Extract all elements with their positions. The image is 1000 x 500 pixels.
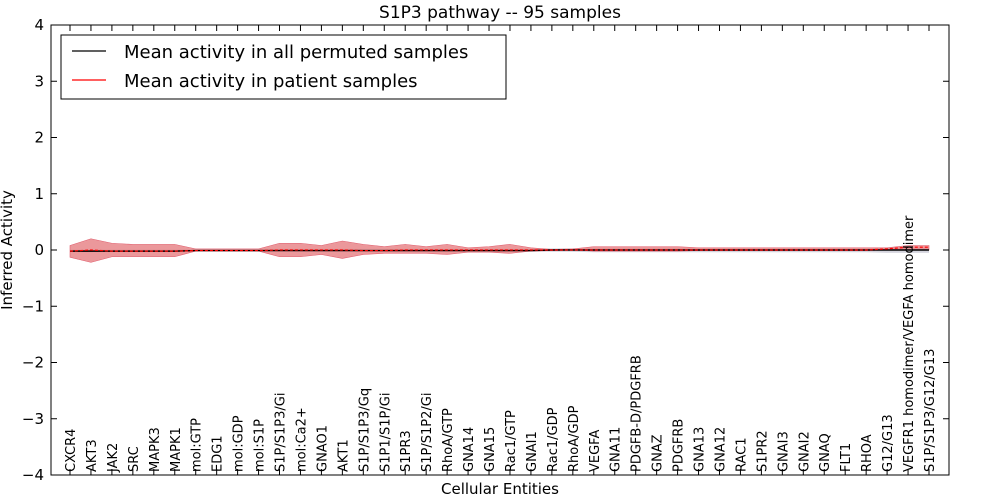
x-tick-label: FLT1 [839,443,854,472]
legend-box [60,34,507,100]
x-tick-label: S1P1/S1P/Gi [378,393,393,472]
x-tick-label: VEGFR1 homodimer/VEGFA homodimer [902,215,917,472]
y-tick-label: −3 [22,410,44,428]
x-tick-label: S1P/S1P2/Gi [420,393,435,472]
y-tick-label: 1 [34,185,44,203]
x-tick-label: PDGFRB [672,419,687,472]
x-tick-label: JAK2 [106,443,121,473]
y-tick-label: 2 [34,129,44,147]
x-tick-label: S1PR3 [399,430,414,472]
x-tick-label: AKT3 [85,439,100,472]
legend-label-patient: Mean activity in patient samples [124,71,418,92]
x-tick-label: S1PR2 [755,430,770,472]
x-tick-label: S1P/S1P3/Gi [274,393,289,472]
x-tick-label: mol:S1P [253,419,268,472]
x-tick-label: RhoA/GTP [441,408,456,472]
x-tick-label: MAPK3 [148,427,163,472]
x-tick-label: VEGFA [588,430,603,472]
x-tick-label: GNAI2 [797,431,812,472]
x-tick-label: RhoA/GDP [567,405,582,472]
plot-frame [50,24,950,476]
x-tick-label: G12/G13 [881,414,896,472]
x-axis-label: Cellular Entities [441,480,559,498]
x-tick-label: GNAI1 [525,431,540,472]
x-tick-label: CXCR4 [64,429,79,472]
y-tick-label: −4 [22,466,44,484]
x-tick-label: mol:GTP [190,418,205,472]
x-tick-label: GNA15 [483,427,498,472]
x-tick-label: GNA13 [693,427,708,472]
x-tick-label: GNAI3 [776,431,791,472]
y-tick-label: −1 [22,297,44,315]
y-tick-label: 3 [34,72,44,90]
x-tick-label: AKT1 [336,439,351,472]
x-tick-label: mol:GDP [232,415,247,472]
patient-mean-line [69,246,929,252]
x-tick-label: MAPK1 [169,427,184,472]
x-tick-label: GNA12 [713,427,728,472]
x-tick-label: mol:Ca2+ [294,407,309,472]
y-tick-label: 4 [34,16,44,34]
x-tick-label: PDGFB-D/PDGFRB [630,355,645,472]
x-tick-label: Rac1/GDP [546,407,561,472]
x-tick-label: GNA11 [609,427,624,472]
y-tick-label: −2 [22,354,44,372]
x-tick-label: S1P/S1P3/Gq [357,388,372,472]
legend: Mean activity in all permuted samples Me… [60,34,507,100]
x-tick-label: RAC1 [734,437,749,472]
x-tick-label: GNAQ [818,433,833,472]
x-tick-label: Rac1/GTP [504,410,519,472]
x-tick-label: SRC [127,446,142,472]
y-tick-label: 0 [34,241,44,259]
x-tick-label: S1P/S1P3/G12/G13 [923,349,938,472]
legend-label-permuted: Mean activity in all permuted samples [124,42,468,63]
y-axis-label: Inferred Activity [0,190,16,310]
x-tick-label: GNAZ [651,434,666,472]
chart-title: S1P3 pathway -- 95 samples [379,3,621,23]
x-tick-label: GNA14 [462,427,477,472]
x-tick-label: RHOA [860,434,875,472]
x-tick-label: EDG1 [211,435,226,472]
x-tick-label: GNAO1 [315,425,330,472]
